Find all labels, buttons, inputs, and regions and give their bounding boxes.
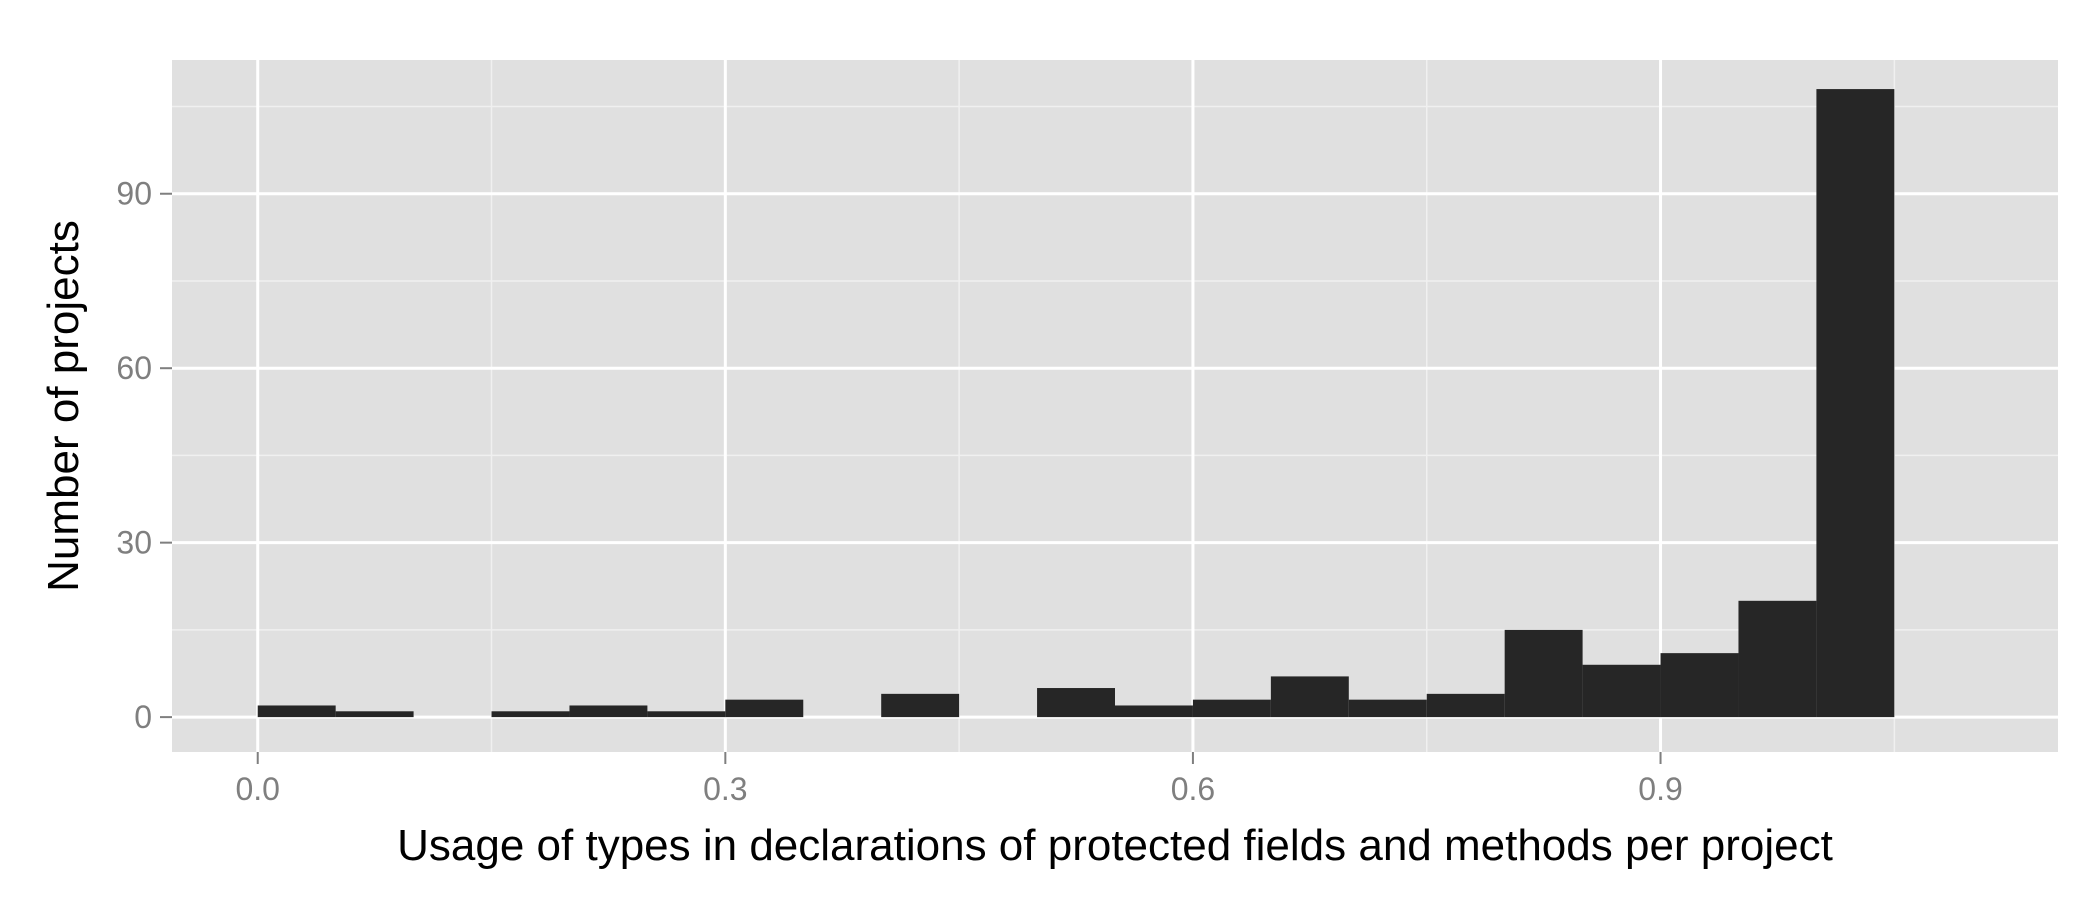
y-tick-label: 60 bbox=[116, 350, 152, 386]
histogram-bar bbox=[257, 705, 336, 718]
x-tick-label: 0.9 bbox=[1638, 771, 1682, 807]
histogram-bar bbox=[725, 699, 804, 718]
x-tick-label: 0.0 bbox=[235, 771, 279, 807]
histogram-bar bbox=[491, 711, 570, 718]
histogram-bar bbox=[1192, 699, 1271, 718]
histogram-bar bbox=[1270, 676, 1349, 718]
x-tick-label: 0.3 bbox=[703, 771, 747, 807]
histogram-bar bbox=[1738, 600, 1817, 718]
histogram-bar bbox=[335, 711, 414, 718]
histogram-bar bbox=[881, 693, 960, 718]
histogram-bar bbox=[1660, 653, 1739, 718]
y-tick-label: 30 bbox=[116, 525, 152, 561]
histogram-bar bbox=[1426, 693, 1505, 718]
x-axis: 0.0 0.3 0.6 0.9 bbox=[235, 752, 1683, 807]
x-axis-title: Usage of types in declarations of protec… bbox=[397, 821, 1833, 870]
histogram-bar bbox=[1582, 664, 1661, 718]
major-gridlines bbox=[172, 60, 2058, 752]
histogram-bar bbox=[1816, 89, 1895, 718]
x-tick-label: 0.6 bbox=[1171, 771, 1215, 807]
histogram-bars bbox=[257, 89, 1895, 718]
histogram-bar bbox=[1348, 699, 1427, 718]
y-tick-label: 90 bbox=[116, 176, 152, 212]
minor-gridlines bbox=[172, 60, 2058, 752]
y-axis: 0 30 60 90 bbox=[116, 176, 172, 735]
histogram-bar bbox=[569, 705, 648, 718]
histogram-bar bbox=[1504, 629, 1583, 718]
histogram-bar bbox=[1037, 688, 1115, 718]
y-axis-title: Number of projects bbox=[39, 220, 88, 592]
histogram-bar bbox=[647, 711, 726, 718]
histogram-bar bbox=[1115, 705, 1193, 718]
y-tick-label: 0 bbox=[134, 699, 152, 735]
